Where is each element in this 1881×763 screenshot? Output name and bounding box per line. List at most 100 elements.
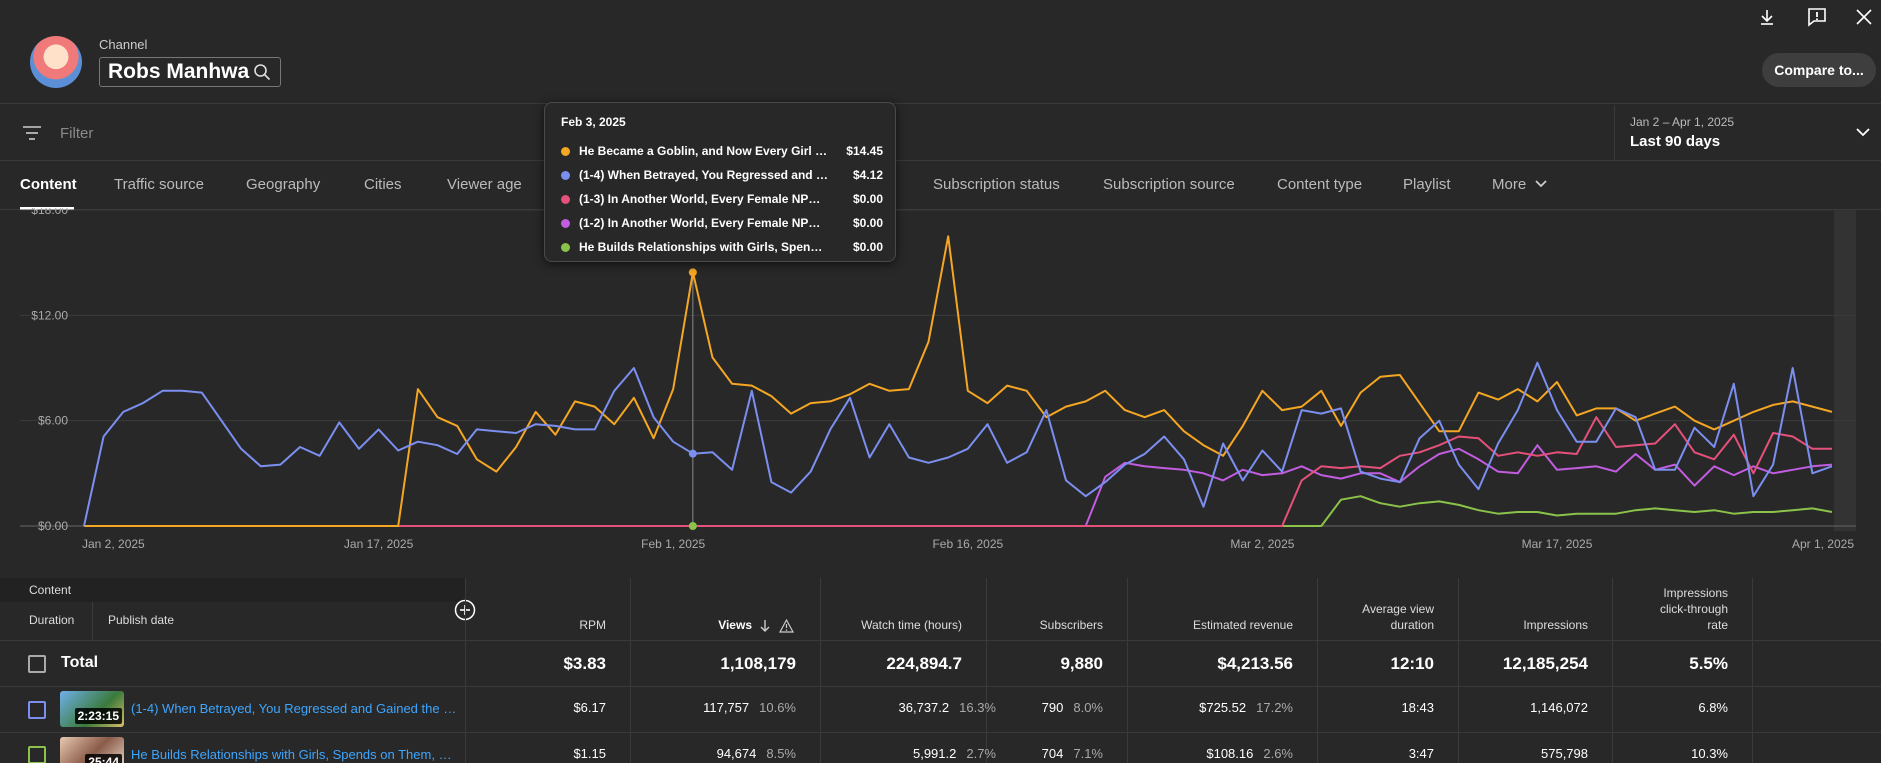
col-header-avd-line2: duration <box>1390 618 1434 632</box>
row-views: 117,757 10.6% <box>604 700 796 715</box>
filter-icon[interactable] <box>22 124 42 142</box>
tab-subscription-status[interactable]: Subscription status <box>933 176 1060 193</box>
tab-cities[interactable]: Cities <box>364 176 402 193</box>
col-header-watch-time[interactable]: Watch time (hours) <box>861 618 962 632</box>
y-tick-label: $18.00 <box>31 208 68 217</box>
row-watch-time: 36,737.2 16.3% <box>800 700 996 715</box>
row-avd: 3:47 <box>1408 746 1434 761</box>
row-views-pct: 8.5% <box>766 746 796 761</box>
row-revenue: $725.52 17.2% <box>1150 700 1293 715</box>
col-header-estimated-revenue[interactable]: Estimated revenue <box>1192 618 1293 632</box>
series-dot <box>561 243 570 252</box>
row-impressions: 1,146,072 <box>1530 700 1588 715</box>
filter-input[interactable]: Filter <box>60 125 94 142</box>
tab-more[interactable]: More <box>1492 176 1548 193</box>
tooltip-series-name: (1-2) In Another World, Every Female NPC… <box>579 216 829 230</box>
divider <box>465 578 466 763</box>
row-revenue-value: $108.16 <box>1206 746 1254 761</box>
video-duration: 2:23:15 <box>74 708 122 724</box>
tab-viewer-age[interactable]: Viewer age <box>447 176 522 193</box>
row-checkbox[interactable] <box>28 701 46 719</box>
col-header-ctr[interactable]: Impressions click-through rate <box>1622 585 1728 633</box>
x-tick-label: Jan 17, 2025 <box>344 537 414 551</box>
search-icon[interactable] <box>253 63 271 81</box>
warning-icon[interactable] <box>779 619 794 633</box>
chevron-down-icon[interactable] <box>1855 126 1871 138</box>
feedback-icon[interactable] <box>1806 6 1828 28</box>
col-header-duration[interactable]: Duration <box>29 613 75 627</box>
col-header-average-view-duration[interactable]: Average view duration <box>1327 601 1434 633</box>
col-header-ctr-line3: rate <box>1707 618 1728 632</box>
download-icon[interactable] <box>1756 6 1778 28</box>
divider <box>1127 578 1128 763</box>
total-ctr: 5.5% <box>1689 654 1728 673</box>
x-tick-label: Mar 17, 2025 <box>1522 537 1593 551</box>
row-checkbox[interactable] <box>28 746 46 763</box>
col-header-publish-date[interactable]: Publish date <box>108 613 175 627</box>
tab-subscription-source[interactable]: Subscription source <box>1103 176 1235 193</box>
row-rpm: $1.15 <box>573 746 606 761</box>
tab-playlist[interactable]: Playlist <box>1403 176 1451 193</box>
sort-down-icon[interactable] <box>758 619 772 633</box>
row-watch-value: 36,737.2 <box>898 700 950 715</box>
tooltip-row: (1-4) When Betrayed, You Regressed and G… <box>561 167 883 183</box>
video-thumbnail[interactable]: 2:23:15 <box>60 691 124 727</box>
y-tick-label: $6.00 <box>38 414 68 428</box>
hover-point <box>688 449 697 458</box>
row-ctr: 10.3% <box>1691 746 1728 761</box>
filter-bar <box>0 105 1881 161</box>
series-line <box>83 361 1833 527</box>
divider <box>986 578 987 763</box>
series-dot <box>561 171 570 180</box>
total-label: Total <box>61 654 99 671</box>
col-header-views[interactable]: Views <box>718 618 752 632</box>
tab-traffic-source[interactable]: Traffic source <box>114 176 205 193</box>
tooltip-series-name: (1-3) In Another World, Every Female NPC… <box>579 192 829 206</box>
tooltip-series-value: $0.00 <box>852 240 883 254</box>
video-thumbnail[interactable]: 25:44 <box>60 737 124 763</box>
date-range-label[interactable]: Last 90 days <box>1630 133 1721 150</box>
tooltip-series-name: He Became a Goblin, and Now Every Girl H… <box>579 144 829 158</box>
row-views: 94,674 8.5% <box>604 746 796 761</box>
x-tick-label: Mar 2, 2025 <box>1230 537 1294 551</box>
col-header-rpm[interactable]: RPM <box>579 618 606 632</box>
date-range-text[interactable]: Jan 2 – Apr 1, 2025 <box>1630 115 1735 129</box>
series-dot <box>561 147 570 156</box>
close-icon[interactable] <box>1853 6 1875 28</box>
row-revenue-value: $725.52 <box>1199 700 1247 715</box>
channel-header <box>0 0 1881 104</box>
chart-tooltip: Feb 3, 2025 He Became a Goblin, and Now … <box>544 102 896 262</box>
tooltip-series-value: $0.00 <box>852 192 883 206</box>
tab-more-label: More <box>1492 176 1527 193</box>
divider <box>1612 578 1613 763</box>
tab-content-type[interactable]: Content type <box>1277 176 1363 193</box>
col-header-subscribers[interactable]: Subscribers <box>1039 618 1103 632</box>
video-title-link[interactable]: (1-4) When Betrayed, You Regressed and G… <box>131 701 457 716</box>
channel-label: Channel <box>99 37 148 52</box>
y-tick-label: $0.00 <box>38 519 68 533</box>
compare-button[interactable]: Compare to... <box>1762 53 1876 87</box>
row-subscribers: 790 8.0% <box>1000 700 1103 715</box>
divider <box>92 602 93 640</box>
revenue-line-chart[interactable]: $0.00 $6.00 $12.00 $18.00 Jan 2, 2025 Jan 17,… <box>0 208 1881 578</box>
divider <box>1752 578 1753 763</box>
row-views-pct: 10.6% <box>759 700 796 715</box>
col-header-impressions[interactable]: Impressions <box>1523 618 1588 632</box>
divider <box>820 578 821 763</box>
tooltip-series-name: He Builds Relationships with Girls, Spen… <box>579 240 829 254</box>
col-header-ctr-line1: Impressions <box>1663 586 1728 600</box>
chart-scrollbar[interactable] <box>1834 211 1856 531</box>
channel-name: Robs Manhwa <box>108 60 250 83</box>
tab-geography[interactable]: Geography <box>246 176 321 193</box>
col-header-content[interactable]: Content <box>29 583 72 597</box>
row-subs-value: 790 <box>1041 700 1064 715</box>
channel-selector[interactable] <box>99 57 281 87</box>
video-title-link[interactable]: He Builds Relationships with Girls, Spen… <box>131 747 457 762</box>
divider <box>1317 578 1318 763</box>
row-ctr: 6.8% <box>1698 700 1728 715</box>
divider <box>0 732 1881 733</box>
y-tick-label: $12.00 <box>31 308 68 322</box>
tooltip-row: (1-2) In Another World, Every Female NPC… <box>561 215 883 231</box>
tab-content[interactable]: Content <box>20 176 77 193</box>
select-all-checkbox[interactable] <box>28 655 46 673</box>
